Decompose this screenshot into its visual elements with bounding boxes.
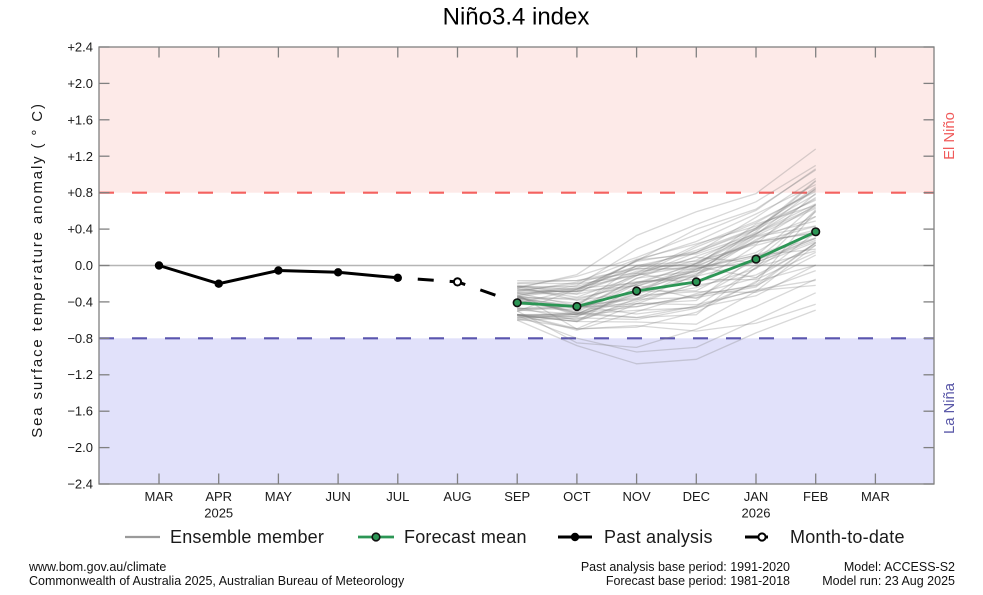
svg-text:APR: APR [205, 489, 232, 504]
svg-text:Model run: 23 Aug 2025: Model run: 23 Aug 2025 [822, 574, 955, 588]
svg-text:+0.4: +0.4 [67, 222, 93, 237]
svg-text:JUL: JUL [386, 489, 409, 504]
svg-text:JUN: JUN [325, 489, 350, 504]
svg-text:OCT: OCT [563, 489, 591, 504]
svg-text:MAR: MAR [861, 489, 890, 504]
svg-text:AUG: AUG [443, 489, 471, 504]
svg-text:+2.4: +2.4 [67, 40, 93, 55]
svg-text:DEC: DEC [683, 489, 710, 504]
svg-text:JAN: JAN [744, 489, 769, 504]
svg-text:+1.2: +1.2 [67, 149, 93, 164]
svg-text:FEB: FEB [803, 489, 828, 504]
svg-text:−2.4: −2.4 [67, 477, 93, 492]
svg-text:2025: 2025 [204, 506, 233, 521]
svg-text:−1.2: −1.2 [67, 367, 93, 382]
svg-text:Forecast base period: 1981-201: Forecast base period: 1981-2018 [606, 574, 790, 588]
svg-text:Past analysis: Past analysis [604, 527, 713, 547]
svg-text:Model: ACCESS-S2: Model: ACCESS-S2 [844, 560, 955, 574]
svg-text:0.0: 0.0 [75, 258, 93, 273]
svg-text:2026: 2026 [742, 506, 771, 521]
svg-text:Month-to-date: Month-to-date [790, 527, 905, 547]
svg-text:−1.6: −1.6 [67, 404, 93, 419]
svg-text:El Niño: El Niño [942, 112, 958, 160]
svg-text:Sea surface temperature anomal: Sea surface temperature anomaly ( ° C) [29, 102, 46, 438]
svg-text:NOV: NOV [623, 489, 652, 504]
svg-text:MAR: MAR [145, 489, 174, 504]
svg-text:SEP: SEP [504, 489, 530, 504]
svg-text:+1.6: +1.6 [67, 112, 93, 127]
svg-text:Ensemble member: Ensemble member [170, 527, 324, 547]
svg-text:Niño3.4 index: Niño3.4 index [443, 4, 590, 31]
svg-text:MAY: MAY [265, 489, 293, 504]
svg-text:−0.8: −0.8 [67, 331, 93, 346]
svg-text:−0.4: −0.4 [67, 294, 93, 309]
svg-text:+2.0: +2.0 [67, 76, 93, 91]
svg-text:www.bom.gov.au/climate: www.bom.gov.au/climate [28, 560, 166, 574]
svg-text:Commonwealth of Australia 2025: Commonwealth of Australia 2025, Australi… [29, 574, 405, 588]
svg-text:−2.0: −2.0 [67, 440, 93, 455]
svg-text:+0.8: +0.8 [67, 185, 93, 200]
svg-text:Forecast mean: Forecast mean [404, 527, 527, 547]
svg-text:Past analysis base period: 199: Past analysis base period: 1991-2020 [581, 560, 790, 574]
svg-text:La Niña: La Niña [942, 382, 958, 434]
